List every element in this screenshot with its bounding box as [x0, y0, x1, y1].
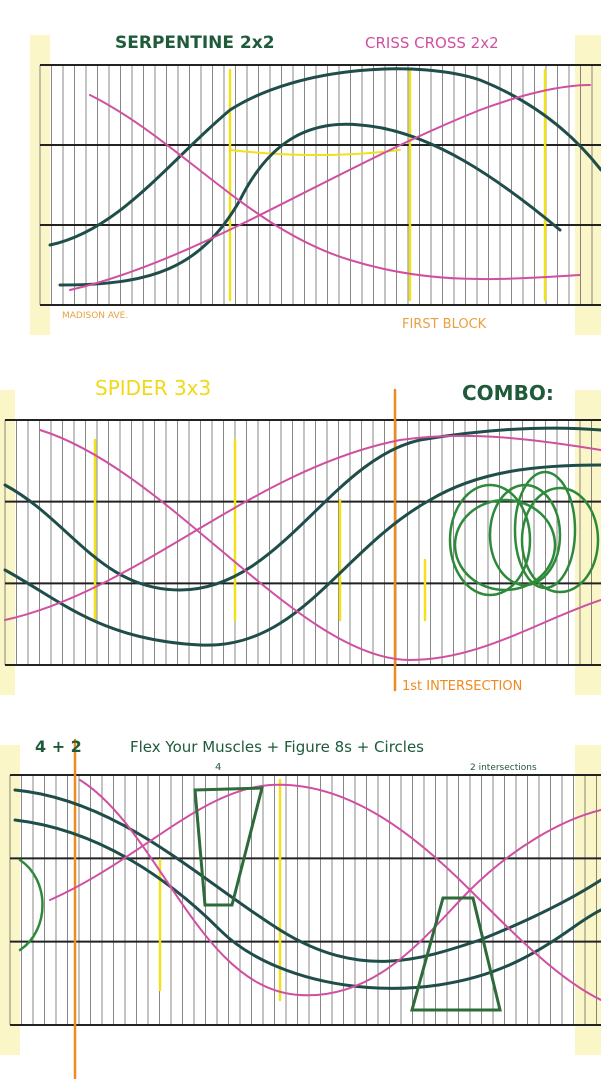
title: COMBO: [462, 381, 554, 405]
street-label: MADISON AVE. [62, 311, 128, 321]
label: FIRST BLOCK [402, 317, 487, 332]
title: CRISS CROSS 2x2 [365, 34, 499, 52]
title: Flex Your Muscles + Figure 8s + Circles [130, 738, 424, 756]
tape [0, 390, 15, 695]
panel-flex [13, 738, 601, 1079]
label: 2 intersections [470, 763, 537, 773]
tape [575, 35, 601, 335]
title: 4 + 2 [35, 737, 82, 756]
panel-serpentine [48, 67, 601, 302]
label: 1st INTERSECTION [402, 679, 522, 694]
title: SPIDER 3x3 [95, 376, 211, 400]
tape [575, 390, 601, 695]
label: 4 [215, 762, 221, 773]
tape [575, 745, 601, 1055]
panel-spider [3, 388, 601, 692]
grid-paper [0, 35, 601, 1055]
title: SERPENTINE 2x2 [115, 33, 275, 53]
